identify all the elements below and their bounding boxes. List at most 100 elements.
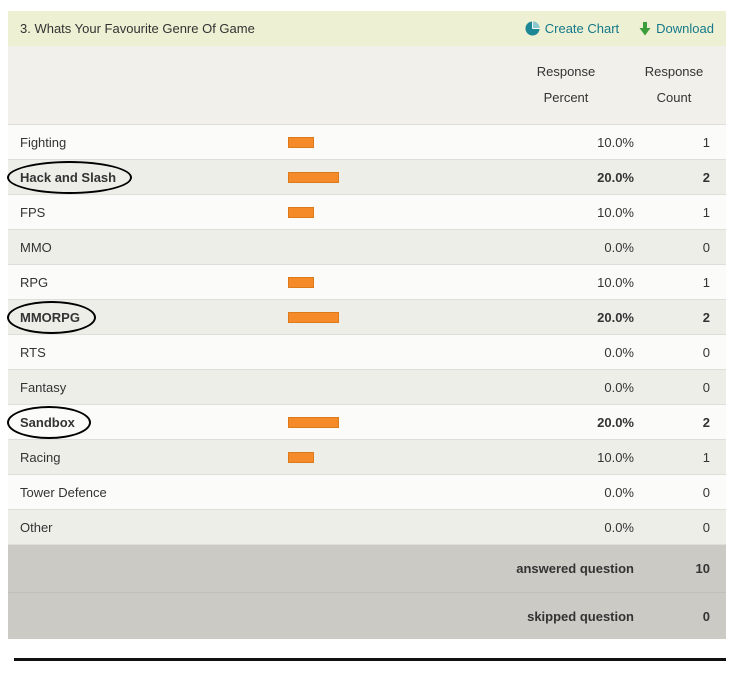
row-bar-cell xyxy=(288,195,514,229)
row-bar-cell xyxy=(288,475,514,509)
answered-question-row: answered question 10 xyxy=(8,545,726,592)
row-label-cell: Tower Defence xyxy=(20,485,288,500)
row-bar-cell xyxy=(288,125,514,159)
row-percent: 0.0% xyxy=(604,519,634,535)
row-count: 0 xyxy=(702,519,710,535)
table-row: FPS 10.0% 1 xyxy=(8,194,726,229)
download-link[interactable]: Download xyxy=(639,21,714,36)
row-count: 0 xyxy=(702,379,710,395)
table-row: MMORPG 20.0% 2 xyxy=(7,299,726,334)
question-header-bar: 3. Whats Your Favourite Genre Of Game Cr… xyxy=(8,11,726,46)
table-row: Hack and Slash 20.0% 2 xyxy=(7,159,726,194)
col-percent-line2: Percent xyxy=(543,90,589,105)
row-label-cell: FPS xyxy=(20,205,288,220)
row-percent: 0.0% xyxy=(604,484,634,500)
response-bar xyxy=(288,136,314,148)
footer-value: 0 xyxy=(702,608,710,624)
survey-results-page: 3. Whats Your Favourite Genre Of Game Cr… xyxy=(7,11,726,639)
row-bar-cell xyxy=(288,230,514,264)
row-label-wrap: MMORPG xyxy=(7,300,96,334)
row-label: Tower Defence xyxy=(20,484,107,500)
row-label-cell: RTS xyxy=(20,345,288,360)
row-percent: 10.0% xyxy=(597,134,634,150)
row-label-cell: RPG xyxy=(20,275,288,290)
row-bar-cell xyxy=(288,440,514,474)
row-label-wrap: MMO xyxy=(20,240,52,255)
row-percent: 10.0% xyxy=(597,449,634,465)
row-label-cell: Racing xyxy=(20,450,288,465)
row-label-cell: MMORPG xyxy=(7,300,288,334)
row-bar-cell xyxy=(288,370,514,404)
row-label: FPS xyxy=(20,204,46,220)
row-label-wrap: RTS xyxy=(20,345,46,360)
skipped-question-row: skipped question 0 xyxy=(8,592,726,639)
row-label-cell: Fighting xyxy=(20,135,288,150)
row-label-wrap: Hack and Slash xyxy=(7,160,133,194)
response-bar xyxy=(288,451,314,463)
row-bar-cell xyxy=(288,300,514,334)
row-label-wrap: Other xyxy=(20,520,53,535)
col-percent-line1: Response xyxy=(536,64,596,79)
row-percent: 10.0% xyxy=(597,274,634,290)
row-bar-cell xyxy=(288,405,514,439)
table-row: Other 0.0% 0 xyxy=(8,509,726,544)
row-label: Racing xyxy=(20,449,61,465)
question-title: 3. Whats Your Favourite Genre Of Game xyxy=(20,21,255,36)
table-row: Sandbox 20.0% 2 xyxy=(7,404,726,439)
row-label-cell: Other xyxy=(20,520,288,535)
table-row: Fantasy 0.0% 0 xyxy=(8,369,726,404)
row-count: 1 xyxy=(702,204,710,220)
column-header-response-count: Response Count xyxy=(634,59,714,111)
column-header-response-percent: Response Percent xyxy=(514,59,634,111)
row-count: 0 xyxy=(702,239,710,255)
row-label-wrap: Fighting xyxy=(20,135,66,150)
row-label: Hack and Slash xyxy=(20,169,117,185)
download-arrow-icon xyxy=(639,21,651,36)
row-count: 0 xyxy=(702,344,710,360)
row-label: MMORPG xyxy=(20,309,80,325)
footer-label: answered question xyxy=(516,561,634,576)
row-label-wrap: Fantasy xyxy=(20,380,66,395)
row-percent: 20.0% xyxy=(597,309,634,325)
table-row: Tower Defence 0.0% 0 xyxy=(8,474,726,509)
row-count: 2 xyxy=(702,309,710,325)
row-percent: 0.0% xyxy=(604,344,634,360)
row-count: 2 xyxy=(702,414,710,430)
row-label: RTS xyxy=(20,344,46,360)
col-count-line1: Response xyxy=(644,64,704,79)
response-bar xyxy=(288,171,339,183)
row-label-wrap: RPG xyxy=(20,275,48,290)
row-label-cell: Hack and Slash xyxy=(7,160,288,194)
row-percent: 20.0% xyxy=(597,169,634,185)
response-bar xyxy=(288,206,314,218)
row-bar-cell xyxy=(288,335,514,369)
row-percent: 10.0% xyxy=(597,204,634,220)
row-label-cell: Sandbox xyxy=(7,405,288,439)
row-bar-cell xyxy=(288,510,514,544)
row-count: 0 xyxy=(702,484,710,500)
table-row: Racing 10.0% 1 xyxy=(8,439,726,474)
row-label: MMO xyxy=(20,239,52,255)
row-percent: 20.0% xyxy=(597,414,634,430)
create-chart-link[interactable]: Create Chart xyxy=(525,21,619,36)
row-percent: 0.0% xyxy=(604,379,634,395)
response-bar xyxy=(288,416,339,428)
row-label-wrap: Sandbox xyxy=(7,405,91,439)
row-label: Other xyxy=(20,519,53,535)
row-label-wrap: Tower Defence xyxy=(20,485,107,500)
row-count: 2 xyxy=(702,169,710,185)
create-chart-label: Create Chart xyxy=(544,21,620,36)
row-label: Fantasy xyxy=(20,379,67,395)
header-actions: Create Chart Download xyxy=(525,21,714,36)
row-label-wrap: FPS xyxy=(20,205,45,220)
row-label: Fighting xyxy=(20,134,67,150)
row-count: 1 xyxy=(702,274,710,290)
footer-label: skipped question xyxy=(527,608,634,624)
row-label-cell: Fantasy xyxy=(20,380,288,395)
results-rows: Fighting 10.0% 1 Hack and Slash 20.0% 2 … xyxy=(7,124,726,544)
row-bar-cell xyxy=(288,160,514,194)
download-label: Download xyxy=(656,21,714,36)
table-row: Fighting 10.0% 1 xyxy=(8,124,726,159)
table-row: MMO 0.0% 0 xyxy=(8,229,726,264)
row-count: 1 xyxy=(702,449,710,465)
